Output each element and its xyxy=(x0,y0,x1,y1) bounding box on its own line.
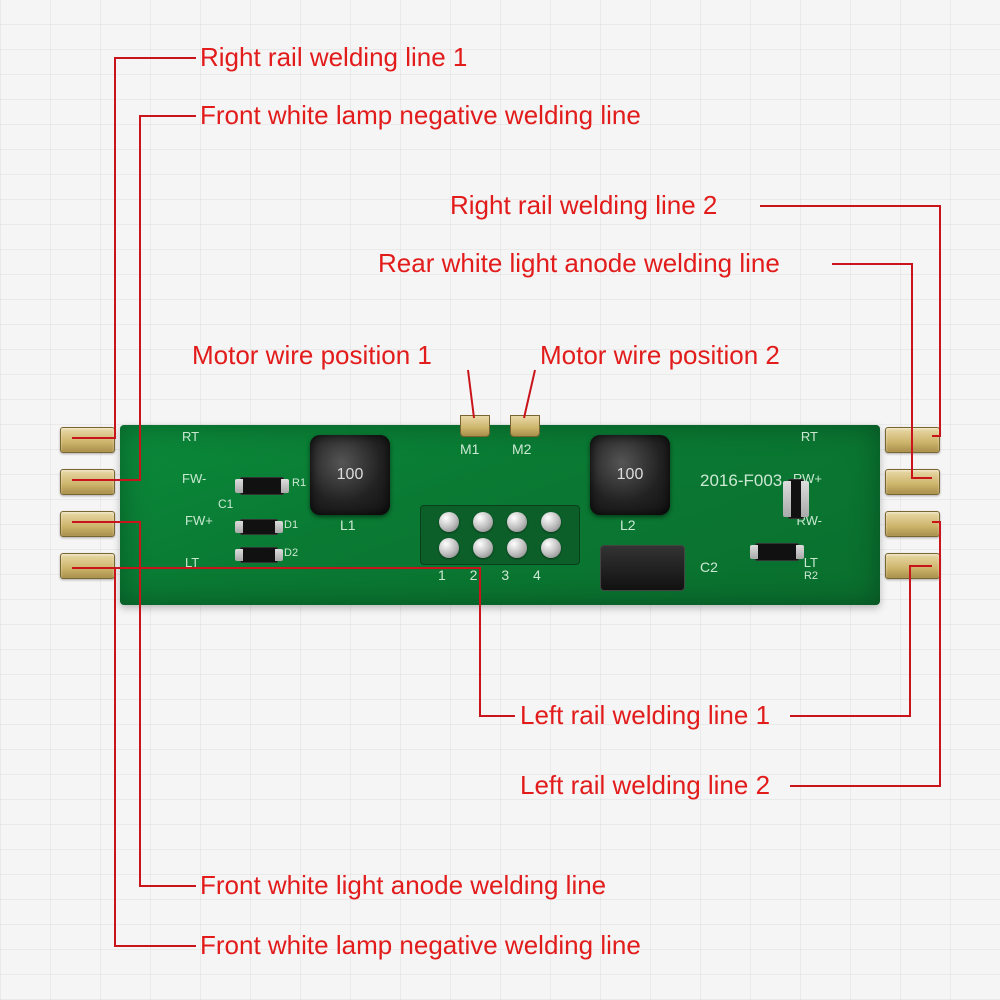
label-left-rail-2: Left rail welding line 2 xyxy=(520,770,770,801)
pcb-board: RT FW- FW+ LT RT RW+ RW- LT L1 L2 M1 M2 … xyxy=(60,415,940,615)
label-motor-2: Motor wire position 2 xyxy=(540,340,780,371)
resistor-r2 xyxy=(755,543,799,561)
resistor-r1 xyxy=(240,477,284,495)
pad-right-rw-neg xyxy=(885,511,940,537)
label-right-rail-1: Right rail welding line 1 xyxy=(200,42,467,73)
motor-pad-m1 xyxy=(460,415,490,437)
silk-fw-pos: FW+ xyxy=(185,513,213,528)
silk-rt-right: RT xyxy=(801,429,818,444)
pad-right-rw-pos xyxy=(885,469,940,495)
silk-socket-nums: 1 2 3 4 xyxy=(438,567,551,583)
label-motor-1: Motor wire position 1 xyxy=(192,340,432,371)
pad-left-fw-pos xyxy=(60,511,115,537)
silk-rt-left: RT xyxy=(182,429,199,444)
pad-right-rt xyxy=(885,427,940,453)
silk-m1: M1 xyxy=(460,441,479,457)
pad-left-fw-neg xyxy=(60,469,115,495)
label-right-rail-2: Right rail welding line 2 xyxy=(450,190,717,221)
silk-lt-right: LT xyxy=(804,555,818,570)
motor-pad-m2 xyxy=(510,415,540,437)
pad-left-rt xyxy=(60,427,115,453)
label-rear-anode: Rear white light anode welding line xyxy=(378,248,780,279)
silk-l2: L2 xyxy=(620,517,636,533)
label-front-lamp-neg-bot: Front white lamp negative welding line xyxy=(200,930,641,961)
silk-l1: L1 xyxy=(340,517,356,533)
cap-c2 xyxy=(600,545,685,591)
silk-c1: C1 xyxy=(218,497,233,511)
label-left-rail-1: Left rail welding line 1 xyxy=(520,700,770,731)
silk-d2: D2 xyxy=(284,547,298,559)
silk-c2: C2 xyxy=(700,559,718,575)
silk-fw-neg: FW- xyxy=(182,471,206,486)
silk-r1: R1 xyxy=(292,477,306,489)
silk-d1: D1 xyxy=(284,519,298,531)
label-front-anode: Front white light anode welding line xyxy=(200,870,606,901)
label-front-lamp-neg-top: Front white lamp negative welding line xyxy=(200,100,641,131)
silk-model: 2016-F003 xyxy=(700,471,782,491)
nmra-socket xyxy=(420,505,580,565)
silk-m2: M2 xyxy=(512,441,531,457)
diode-d2 xyxy=(240,547,278,563)
inductor-l1 xyxy=(310,435,390,515)
pad-right-lt xyxy=(885,553,940,579)
silk-lt-left: LT xyxy=(185,555,199,570)
silk-r2: R2 xyxy=(804,570,818,582)
diode-d1 xyxy=(240,519,278,535)
cap-c2-small xyxy=(788,479,804,519)
inductor-l2 xyxy=(590,435,670,515)
pad-left-lt xyxy=(60,553,115,579)
